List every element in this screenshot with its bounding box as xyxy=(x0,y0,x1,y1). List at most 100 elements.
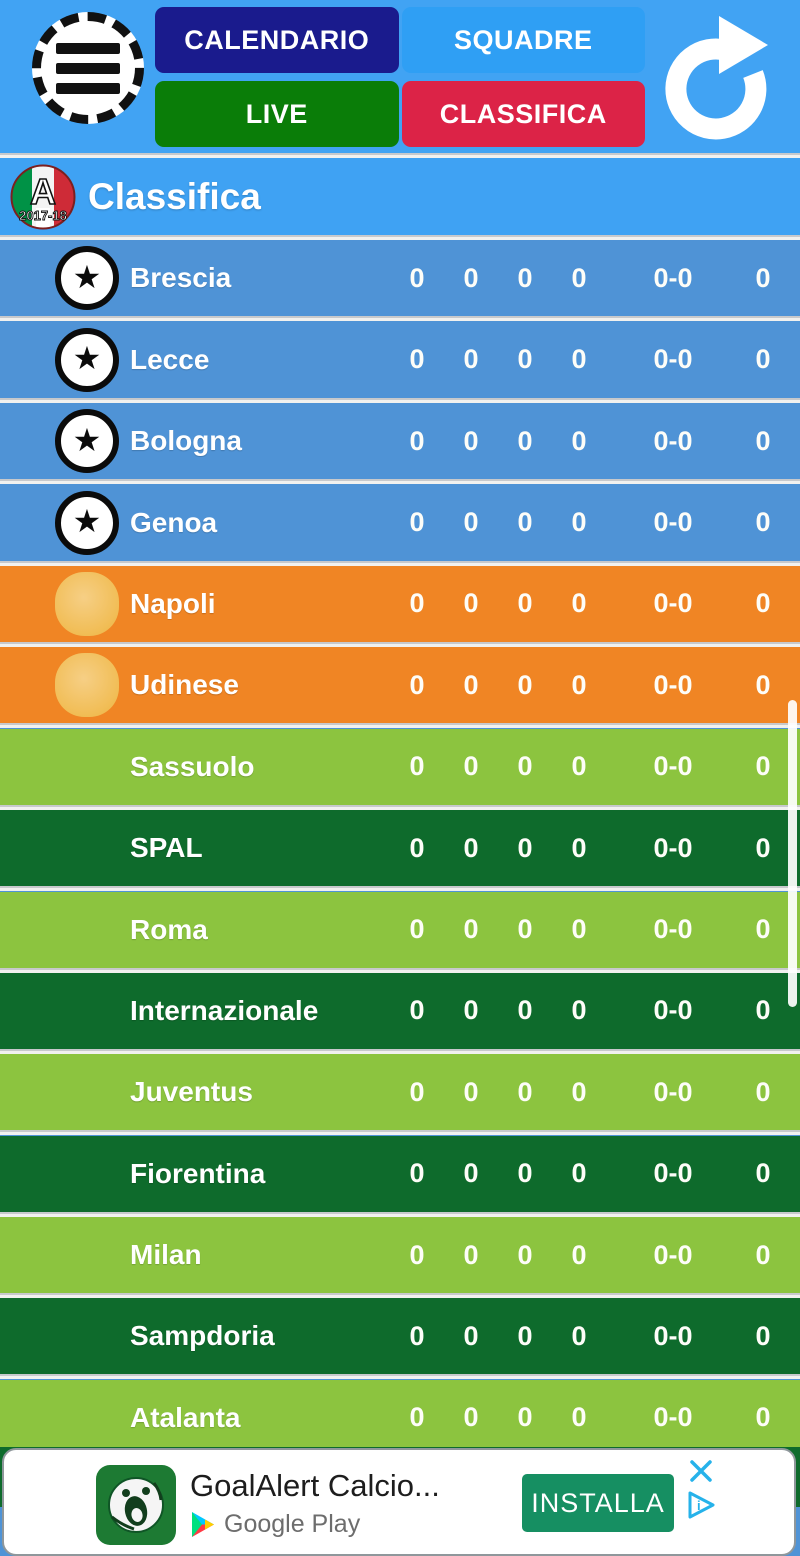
team-name: Milan xyxy=(130,1239,202,1271)
lost-cell: 0 xyxy=(571,1076,587,1107)
drawn-cell: 0 xyxy=(517,262,533,293)
table-row[interactable]: ★ Genoa 0 0 0 0 0-0 0 xyxy=(0,484,800,561)
lost-cell: 0 xyxy=(571,669,587,700)
drawn-cell: 0 xyxy=(517,1320,533,1351)
table-row[interactable]: ★ Lecce 0 0 0 0 0-0 0 xyxy=(0,321,800,398)
lost-cell: 0 xyxy=(571,995,587,1026)
adchoices-icon[interactable]: i xyxy=(686,1490,716,1520)
live-button[interactable]: LIVE xyxy=(155,81,399,147)
drawn-cell: 0 xyxy=(517,344,533,375)
table-row[interactable]: SPAL 0 0 0 0 0-0 0 xyxy=(0,810,800,887)
points-cell: 0 xyxy=(755,507,771,538)
table-row[interactable]: Atalanta 0 0 0 0 0-0 0 xyxy=(0,1379,800,1456)
table-row[interactable]: Roma 0 0 0 0 0-0 0 xyxy=(0,891,800,968)
table-row[interactable]: ★ Brescia 0 0 0 0 0-0 0 xyxy=(0,240,800,317)
table-row[interactable]: Milan 0 0 0 0 0-0 0 xyxy=(0,1217,800,1294)
table-row[interactable]: Napoli 0 0 0 0 0-0 0 xyxy=(0,565,800,642)
google-play-icon xyxy=(192,1512,214,1537)
serie-a-logo-icon: A 2017-18 xyxy=(10,164,76,229)
menu-bar xyxy=(56,62,120,74)
won-cell: 0 xyxy=(463,1158,479,1189)
team-name: Lecce xyxy=(130,343,210,375)
table-row[interactable]: Udinese 0 0 0 0 0-0 0 xyxy=(0,647,800,724)
points-cell: 0 xyxy=(755,425,771,456)
played-cell: 0 xyxy=(409,995,425,1026)
menu-bar xyxy=(56,42,120,54)
classifica-button[interactable]: CLASSIFICA xyxy=(401,81,645,147)
played-cell: 0 xyxy=(409,1320,425,1351)
won-cell: 0 xyxy=(463,425,479,456)
points-cell: 0 xyxy=(755,588,771,619)
drawn-cell: 0 xyxy=(517,507,533,538)
ad-banner: GoalAlert Calcio... Google Play INSTALLA… xyxy=(2,1448,796,1556)
points-cell: 0 xyxy=(755,1320,771,1351)
standings-table: ★ Brescia 0 0 0 0 0-0 0 ★ Lecce 0 0 0 0 … xyxy=(0,240,800,1456)
points-cell: 0 xyxy=(755,1076,771,1107)
won-cell: 0 xyxy=(463,1076,479,1107)
store-row[interactable]: Google Play xyxy=(192,1510,360,1539)
refresh-icon[interactable] xyxy=(655,10,775,140)
team-badge-slot: ★ xyxy=(55,409,130,474)
svg-text:A: A xyxy=(30,171,56,212)
goals-cell: 0-0 xyxy=(653,914,693,945)
top-nav-bar: CALENDARIO SQUADRE LIVE CLASSIFICA xyxy=(0,0,800,153)
star-badge-icon: ★ xyxy=(55,327,119,392)
played-cell: 0 xyxy=(409,751,425,782)
points-cell: 0 xyxy=(755,344,771,375)
squadre-button[interactable]: SQUADRE xyxy=(401,7,645,73)
played-cell: 0 xyxy=(409,1402,425,1433)
team-name: SPAL xyxy=(130,832,203,864)
lost-cell: 0 xyxy=(571,344,587,375)
goals-cell: 0-0 xyxy=(653,751,693,782)
lost-cell: 0 xyxy=(571,914,587,945)
drawn-cell: 0 xyxy=(517,914,533,945)
team-name: Atalanta xyxy=(130,1401,241,1433)
ad-close-icon[interactable] xyxy=(688,1458,714,1484)
points-cell: 0 xyxy=(755,914,771,945)
ad-title[interactable]: GoalAlert Calcio... xyxy=(190,1468,440,1503)
team-name: Roma xyxy=(130,913,208,945)
goals-cell: 0-0 xyxy=(653,669,693,700)
store-label: Google Play xyxy=(224,1510,361,1538)
won-cell: 0 xyxy=(463,669,479,700)
lost-cell: 0 xyxy=(571,751,587,782)
star-badge-icon: ★ xyxy=(55,246,119,311)
table-row[interactable]: Sassuolo 0 0 0 0 0-0 0 xyxy=(0,728,800,805)
table-row[interactable]: Sampdoria 0 0 0 0 0-0 0 xyxy=(0,1298,800,1375)
team-name: Sampdoria xyxy=(130,1320,275,1352)
played-cell: 0 xyxy=(409,344,425,375)
goals-cell: 0-0 xyxy=(653,995,693,1026)
lost-cell: 0 xyxy=(571,832,587,863)
table-row[interactable]: Internazionale 0 0 0 0 0-0 0 xyxy=(0,972,800,1049)
goalalert-app-icon[interactable] xyxy=(96,1465,176,1545)
goals-cell: 0-0 xyxy=(653,1320,693,1351)
played-cell: 0 xyxy=(409,588,425,619)
won-cell: 0 xyxy=(463,1320,479,1351)
lost-cell: 0 xyxy=(571,425,587,456)
table-row[interactable]: ★ Bologna 0 0 0 0 0-0 0 xyxy=(0,403,800,480)
standings-header: A 2017-18 Classifica xyxy=(0,158,800,235)
points-cell: 0 xyxy=(755,262,771,293)
install-button[interactable]: INSTALLA xyxy=(522,1474,674,1532)
table-row[interactable]: Juventus 0 0 0 0 0-0 0 xyxy=(0,1054,800,1131)
star-icon: ★ xyxy=(72,340,102,377)
scrollbar-thumb[interactable] xyxy=(788,700,797,1007)
team-badge-slot: ★ xyxy=(55,490,130,555)
points-cell: 0 xyxy=(755,1158,771,1189)
played-cell: 0 xyxy=(409,1076,425,1107)
nav-button-grid: CALENDARIO SQUADRE LIVE CLASSIFICA xyxy=(155,7,645,147)
menu-icon[interactable] xyxy=(32,12,144,124)
goals-cell: 0-0 xyxy=(653,507,693,538)
calendario-button[interactable]: CALENDARIO xyxy=(155,7,399,73)
points-cell: 0 xyxy=(755,832,771,863)
team-name: Brescia xyxy=(130,262,232,294)
drawn-cell: 0 xyxy=(517,425,533,456)
team-badge-slot xyxy=(55,571,130,636)
drawn-cell: 0 xyxy=(517,588,533,619)
table-row[interactable]: Fiorentina 0 0 0 0 0-0 0 xyxy=(0,1135,800,1212)
lost-cell: 0 xyxy=(571,1239,587,1270)
drawn-cell: 0 xyxy=(517,832,533,863)
lost-cell: 0 xyxy=(571,1320,587,1351)
played-cell: 0 xyxy=(409,914,425,945)
goals-cell: 0-0 xyxy=(653,1402,693,1433)
